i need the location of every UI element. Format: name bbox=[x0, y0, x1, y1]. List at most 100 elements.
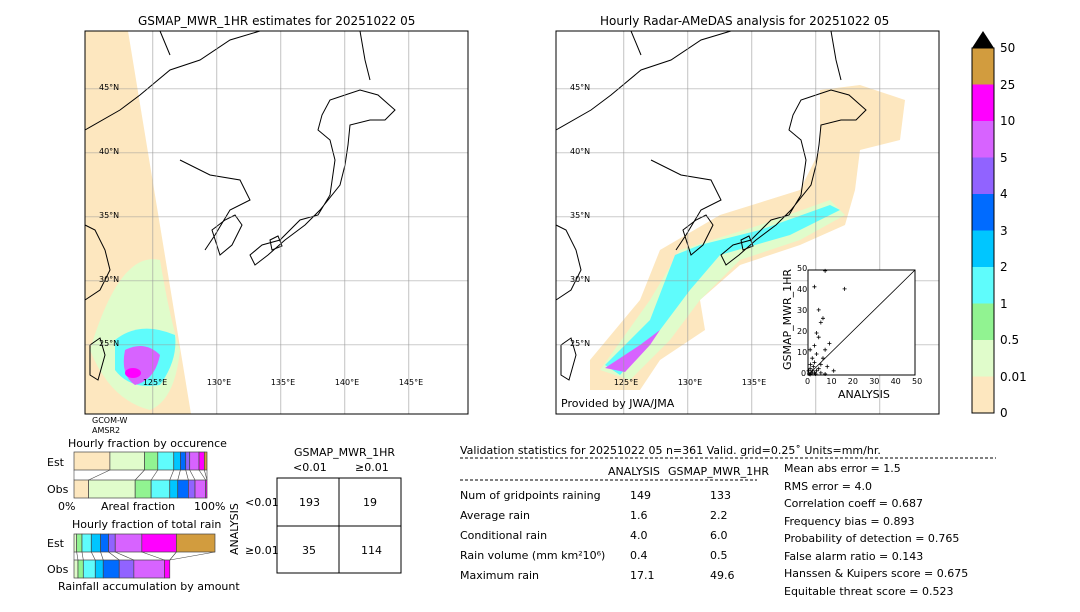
colorbar-tick-label: 25 bbox=[1000, 77, 1016, 92]
score-line: Equitable threat score = 0.523 bbox=[784, 584, 954, 598]
occurrence-bar-segment bbox=[203, 451, 208, 471]
rain-title: Hourly fraction of total rain bbox=[72, 518, 222, 531]
colorbar-segment bbox=[972, 340, 994, 377]
lon-label: 130°E bbox=[206, 378, 232, 387]
scatter-y-tick: 0 bbox=[801, 369, 807, 378]
colorbar-tick-label: 1 bbox=[1000, 296, 1008, 311]
score-line: False alarm ratio = 0.143 bbox=[784, 549, 924, 563]
contingency-col-0: <0.01 bbox=[293, 461, 327, 474]
occ-obs-label: Obs bbox=[47, 483, 69, 496]
lon-label: 135°E bbox=[270, 378, 296, 387]
colorbar-tick-label: 10 bbox=[1000, 114, 1016, 128]
coastline bbox=[84, 224, 111, 301]
occurrence-bar-segment bbox=[177, 479, 189, 499]
colorbar-segment bbox=[972, 48, 994, 85]
rain-bar-segment bbox=[102, 559, 120, 579]
occurrence-connector bbox=[204, 469, 208, 481]
scatter-x-tick: 30 bbox=[869, 377, 880, 386]
lat-label: 25°N bbox=[570, 338, 591, 348]
occurrence-bar-segment bbox=[109, 451, 145, 471]
coastline bbox=[720, 89, 867, 266]
rain-core bbox=[125, 368, 141, 378]
coastline bbox=[159, 30, 371, 81]
rain-bar-segment bbox=[82, 559, 96, 579]
occurrence-connector bbox=[169, 469, 175, 481]
rain-est-label: Est bbox=[47, 537, 64, 550]
colorbar-segment bbox=[972, 157, 994, 194]
occurrence-bar-segment bbox=[198, 451, 205, 471]
stats-col-gsmap: GSMAP_MWR_1HR bbox=[668, 465, 770, 478]
lat-label: 45°N bbox=[570, 82, 591, 92]
scatter-point bbox=[808, 366, 813, 371]
colorbar-tick-label: 4 bbox=[1000, 187, 1008, 201]
stats-title: Validation statistics for 20251022 05 n=… bbox=[460, 444, 881, 457]
score-line: Probability of detection = 0.765 bbox=[784, 532, 960, 545]
rain-connector bbox=[81, 551, 84, 561]
occurrence-bar-segment bbox=[134, 479, 152, 499]
coastline bbox=[555, 30, 732, 251]
scatter-point bbox=[814, 331, 819, 335]
scatter-point bbox=[810, 356, 815, 361]
rain-xlabel: Rainfall accumulation by amount bbox=[58, 580, 240, 593]
map-frame bbox=[555, 30, 940, 415]
scatter-point bbox=[823, 268, 828, 273]
scatter-point bbox=[825, 364, 830, 369]
stat-gsmap-value: 2.2 bbox=[710, 509, 728, 522]
lat-label: 30°N bbox=[99, 274, 120, 284]
scatter-x-tick: 0 bbox=[805, 377, 811, 386]
lat-label: 30°N bbox=[570, 274, 591, 284]
rain-bar-segment bbox=[73, 533, 78, 553]
rain-bar-segment bbox=[164, 559, 171, 579]
map-frame bbox=[84, 30, 469, 415]
occurrence-bar-segment bbox=[157, 451, 175, 471]
colorbar-segment bbox=[972, 376, 994, 413]
stat-label: Maximum rain bbox=[460, 569, 539, 582]
rain-bar-segment bbox=[77, 559, 84, 579]
scatter-point bbox=[823, 371, 828, 376]
rain-bar-segment bbox=[141, 533, 177, 553]
rain-bar-segment bbox=[133, 559, 165, 579]
scatter-point bbox=[831, 368, 836, 373]
left-map bbox=[84, 30, 469, 415]
occ-xlabel: Areal fraction bbox=[101, 500, 176, 513]
cell-10: 35 bbox=[302, 544, 316, 557]
scatter-point bbox=[812, 284, 817, 289]
scatter-ylabel: GSMAP_MWR_1HR bbox=[781, 268, 794, 370]
coastline bbox=[630, 30, 842, 81]
lon-label: 135°E bbox=[741, 378, 767, 387]
rain-connector bbox=[108, 551, 120, 561]
lon-label: 145°E bbox=[398, 378, 424, 387]
stat-analysis-value: 17.1 bbox=[630, 569, 655, 582]
scatter-point bbox=[823, 347, 828, 352]
stat-label: Rain volume (mm km²10⁶) bbox=[460, 549, 606, 562]
rain-core bbox=[605, 330, 660, 372]
occurrence-bar-segment bbox=[180, 451, 187, 471]
scatter-point bbox=[816, 307, 821, 312]
scatter-point bbox=[816, 366, 821, 371]
scatter-y-tick: 10 bbox=[797, 348, 808, 357]
scatter-point bbox=[842, 286, 847, 291]
colorbar-frame bbox=[971, 47, 995, 414]
occurrence-title: Hourly fraction by occurence bbox=[68, 437, 227, 450]
colorbar-tick-label: 0.01 bbox=[1000, 369, 1027, 384]
occurrence-connector bbox=[177, 469, 181, 481]
stat-gsmap-value: 6.0 bbox=[710, 529, 728, 542]
occurrence-connector bbox=[189, 469, 196, 481]
rain-connector bbox=[76, 551, 79, 561]
coastline bbox=[740, 235, 754, 251]
rain-bar-segment bbox=[90, 533, 101, 553]
scatter-y-tick: 50 bbox=[797, 264, 808, 273]
occurrence-connector bbox=[198, 469, 206, 481]
lat-label: 40°N bbox=[570, 146, 591, 156]
scatter-x-tick: 20 bbox=[847, 377, 858, 386]
scatter-point bbox=[820, 356, 825, 361]
score-line: Mean abs error = 1.5 bbox=[784, 462, 901, 475]
contingency-col-1: ≥0.01 bbox=[355, 461, 389, 474]
occurrence-bar-segment bbox=[188, 479, 196, 499]
occ-x-max: 100% bbox=[194, 500, 226, 513]
scatter-point bbox=[812, 360, 817, 365]
colorbar-segment bbox=[972, 121, 994, 158]
rain-bar-segment bbox=[76, 533, 83, 553]
rain-connector bbox=[100, 551, 104, 561]
